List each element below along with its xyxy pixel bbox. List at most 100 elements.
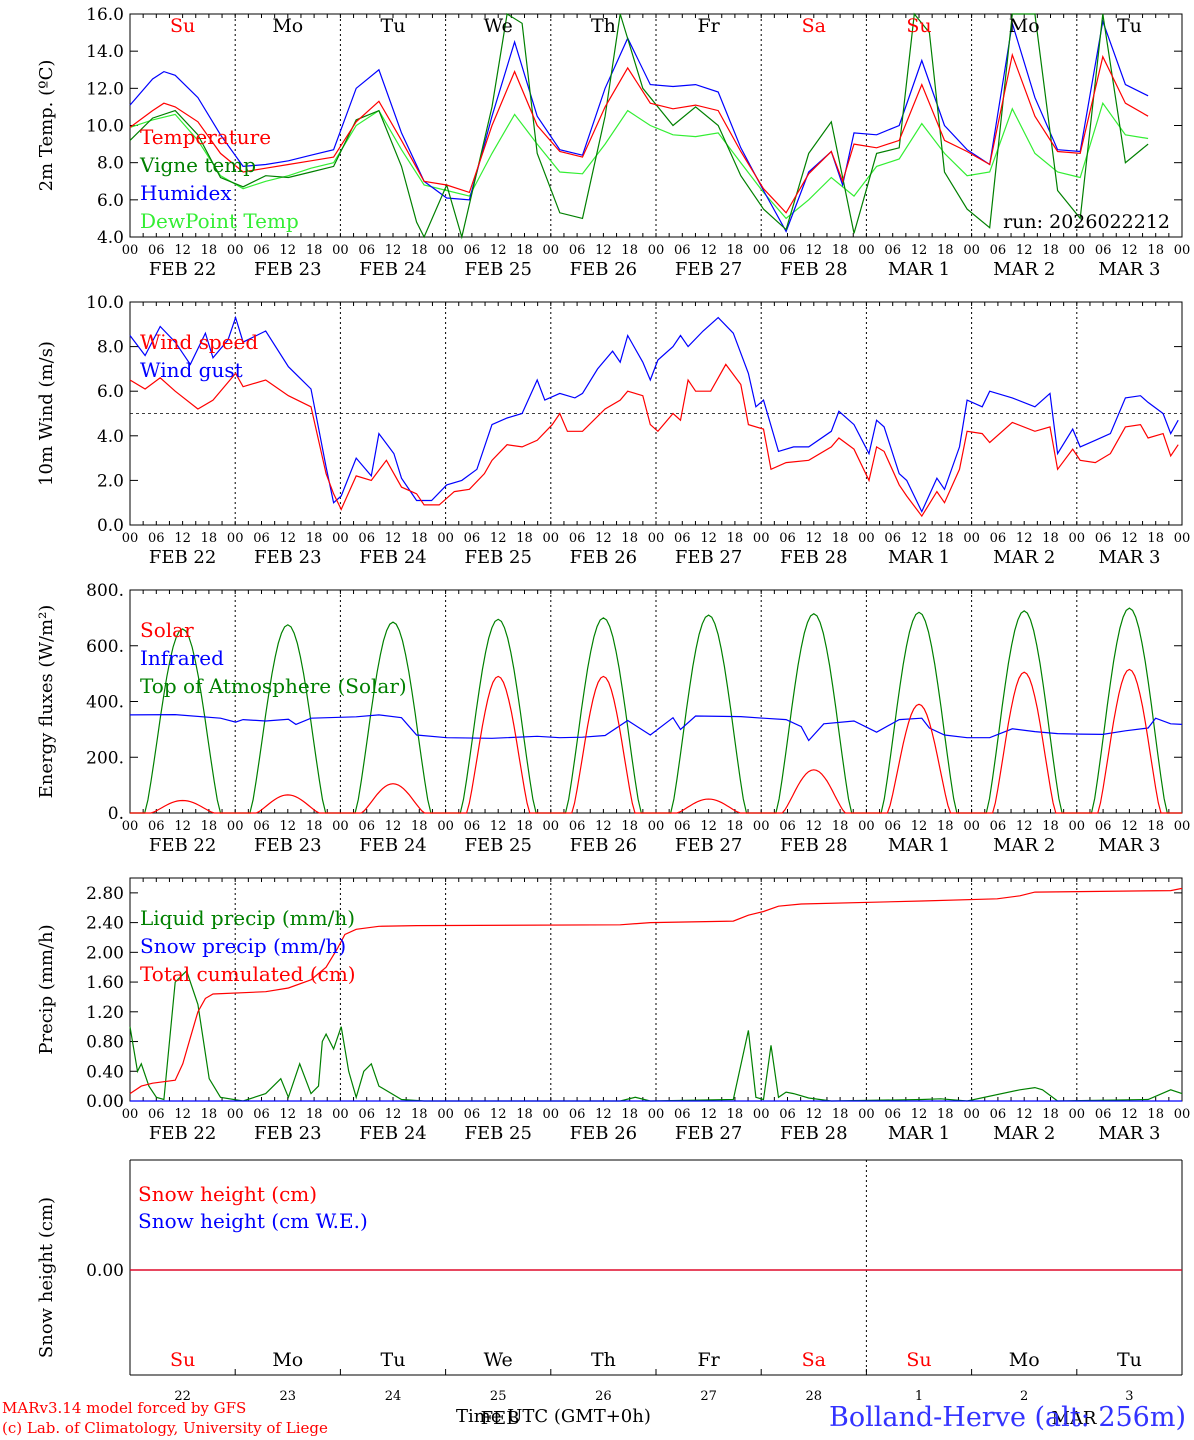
date-label: MAR 2	[993, 547, 1055, 568]
hour-tick-label: 12	[1016, 819, 1033, 834]
hour-tick-label: 00	[543, 531, 560, 546]
y-axis-label: Energy fluxes (W/m²)	[36, 605, 57, 799]
hour-tick-label: 18	[516, 819, 533, 834]
hour-tick-label: 12	[1121, 1107, 1138, 1122]
hour-tick-label: 06	[464, 819, 481, 834]
date-label: MAR 3	[1098, 547, 1160, 568]
date-label: FEB 24	[359, 259, 426, 280]
series-dewpoint-temp	[129, 101, 1149, 220]
hour-tick-label: 00	[437, 243, 454, 258]
hour-tick-label: 12	[595, 819, 612, 834]
y-tick-label: 0.80	[86, 1033, 124, 1053]
hour-tick-label: 18	[201, 819, 218, 834]
hour-tick-label: 00	[227, 531, 244, 546]
y-tick-label: 200.	[86, 748, 124, 768]
weekday-label: We	[484, 15, 513, 37]
hour-tick-label: 12	[385, 819, 402, 834]
hour-tick-label: 18	[621, 531, 638, 546]
weekday-label: We	[484, 1349, 513, 1371]
hour-tick-label: 00	[437, 531, 454, 546]
y-tick-label: 0.	[108, 804, 124, 824]
series-solar-day	[656, 798, 762, 814]
hour-tick-label: 06	[148, 243, 165, 258]
hour-tick-label: 06	[674, 1107, 691, 1122]
hour-tick-label: 18	[727, 1107, 744, 1122]
hour-tick-label: 18	[306, 531, 323, 546]
hour-tick-label: 06	[253, 819, 270, 834]
hour-tick-label: 18	[1042, 819, 1059, 834]
hour-tick-label: 18	[306, 243, 323, 258]
day-number: 22	[174, 1389, 191, 1404]
hour-tick-label: 00	[1174, 819, 1191, 834]
weekday-label: Su	[170, 1349, 195, 1371]
series-solar-day	[340, 783, 446, 814]
hour-tick-label: 00	[543, 1107, 560, 1122]
hour-tick-label: 18	[727, 531, 744, 546]
hour-tick-label: 12	[806, 1107, 823, 1122]
hour-tick-label: 18	[201, 243, 218, 258]
series-vigne-temp	[129, 12, 1149, 240]
hour-tick-label: 00	[963, 531, 980, 546]
hour-tick-label: 12	[490, 819, 507, 834]
date-label: MAR 3	[1098, 1123, 1160, 1144]
weekday-label: Tu	[381, 15, 406, 37]
y-axis-label: 2m Temp. (ºC)	[36, 60, 57, 192]
hour-tick-label: 12	[1016, 243, 1033, 258]
series-toa-day	[340, 621, 446, 814]
weekday-label: Tu	[381, 1349, 406, 1371]
series-toa-day	[866, 611, 972, 814]
y-tick-label: 12.0	[86, 79, 124, 99]
credit-model: MARv3.14 model forced by GFS	[2, 1399, 247, 1417]
hour-tick-label: 06	[358, 243, 375, 258]
hour-tick-label: 06	[1095, 243, 1112, 258]
weekday-label: Tu	[1117, 15, 1142, 37]
y-tick-label: 4.0	[97, 228, 124, 248]
series-solar-day	[971, 671, 1077, 814]
hour-tick-label: 18	[727, 243, 744, 258]
day-number: 23	[280, 1389, 297, 1404]
hour-tick-label: 12	[1121, 531, 1138, 546]
hour-tick-label: 00	[1069, 531, 1086, 546]
series-toa-day	[445, 618, 551, 814]
hour-tick-label: 00	[1174, 1107, 1191, 1122]
hour-tick-label: 00	[543, 243, 560, 258]
date-label: FEB 26	[570, 259, 637, 280]
date-label: FEB 26	[570, 835, 637, 856]
hour-tick-label: 06	[148, 819, 165, 834]
hour-tick-label: 12	[700, 531, 717, 546]
weekday-label: Th	[591, 1349, 616, 1371]
hour-tick-label: 06	[674, 819, 691, 834]
hour-tick-label: 18	[832, 1107, 849, 1122]
weekday-label: Tu	[1117, 1349, 1142, 1371]
series-solar-day	[1076, 668, 1182, 814]
hour-tick-label: 06	[358, 1107, 375, 1122]
date-label: FEB 25	[464, 1123, 531, 1144]
date-label: FEB 27	[675, 1123, 742, 1144]
hour-tick-label: 18	[727, 819, 744, 834]
date-label: MAR 2	[993, 1123, 1055, 1144]
hour-tick-label: 06	[990, 819, 1007, 834]
hour-tick-label: 00	[648, 819, 665, 834]
hour-tick-label: 00	[753, 531, 770, 546]
hour-tick-label: 00	[858, 819, 875, 834]
hour-tick-label: 12	[911, 531, 928, 546]
weekday-label: Mo	[1009, 15, 1040, 37]
hour-tick-label: 00	[963, 1107, 980, 1122]
day-number: 3	[1125, 1389, 1133, 1404]
hour-tick-label: 12	[174, 819, 191, 834]
hour-tick-label: 06	[1095, 531, 1112, 546]
legend-entry: Humidex	[140, 181, 232, 205]
date-label: FEB 26	[570, 1123, 637, 1144]
y-axis-label: Precip (mm/h)	[36, 924, 57, 1054]
hour-tick-label: 06	[779, 1107, 796, 1122]
date-label: FEB 25	[464, 547, 531, 568]
series-toa-day	[550, 617, 656, 814]
hour-tick-label: 18	[832, 531, 849, 546]
hour-tick-label: 12	[1121, 819, 1138, 834]
hour-tick-label: 12	[911, 819, 928, 834]
date-label: FEB 27	[675, 259, 742, 280]
hour-tick-label: 00	[858, 1107, 875, 1122]
day-number: 26	[595, 1389, 612, 1404]
hour-tick-label: 18	[411, 243, 428, 258]
